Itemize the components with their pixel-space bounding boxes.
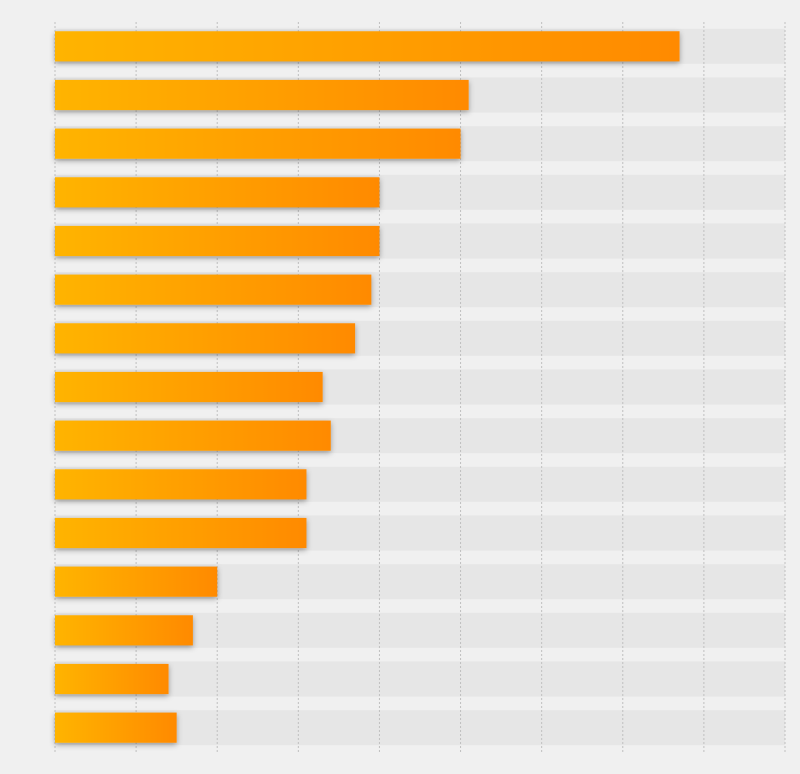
bar — [55, 226, 379, 256]
bar — [55, 421, 331, 451]
bar — [55, 372, 323, 402]
bar — [55, 177, 379, 207]
bar — [55, 275, 371, 305]
bar — [55, 31, 680, 61]
bar — [55, 518, 306, 548]
bar — [55, 80, 469, 110]
bar — [55, 323, 355, 353]
bar — [55, 615, 193, 645]
bar — [55, 469, 306, 499]
bar — [55, 567, 217, 597]
bar — [55, 664, 169, 694]
bar — [55, 713, 177, 743]
chart-svg — [0, 0, 800, 769]
bar — [55, 129, 461, 159]
horizontal-bar-chart — [0, 0, 800, 769]
